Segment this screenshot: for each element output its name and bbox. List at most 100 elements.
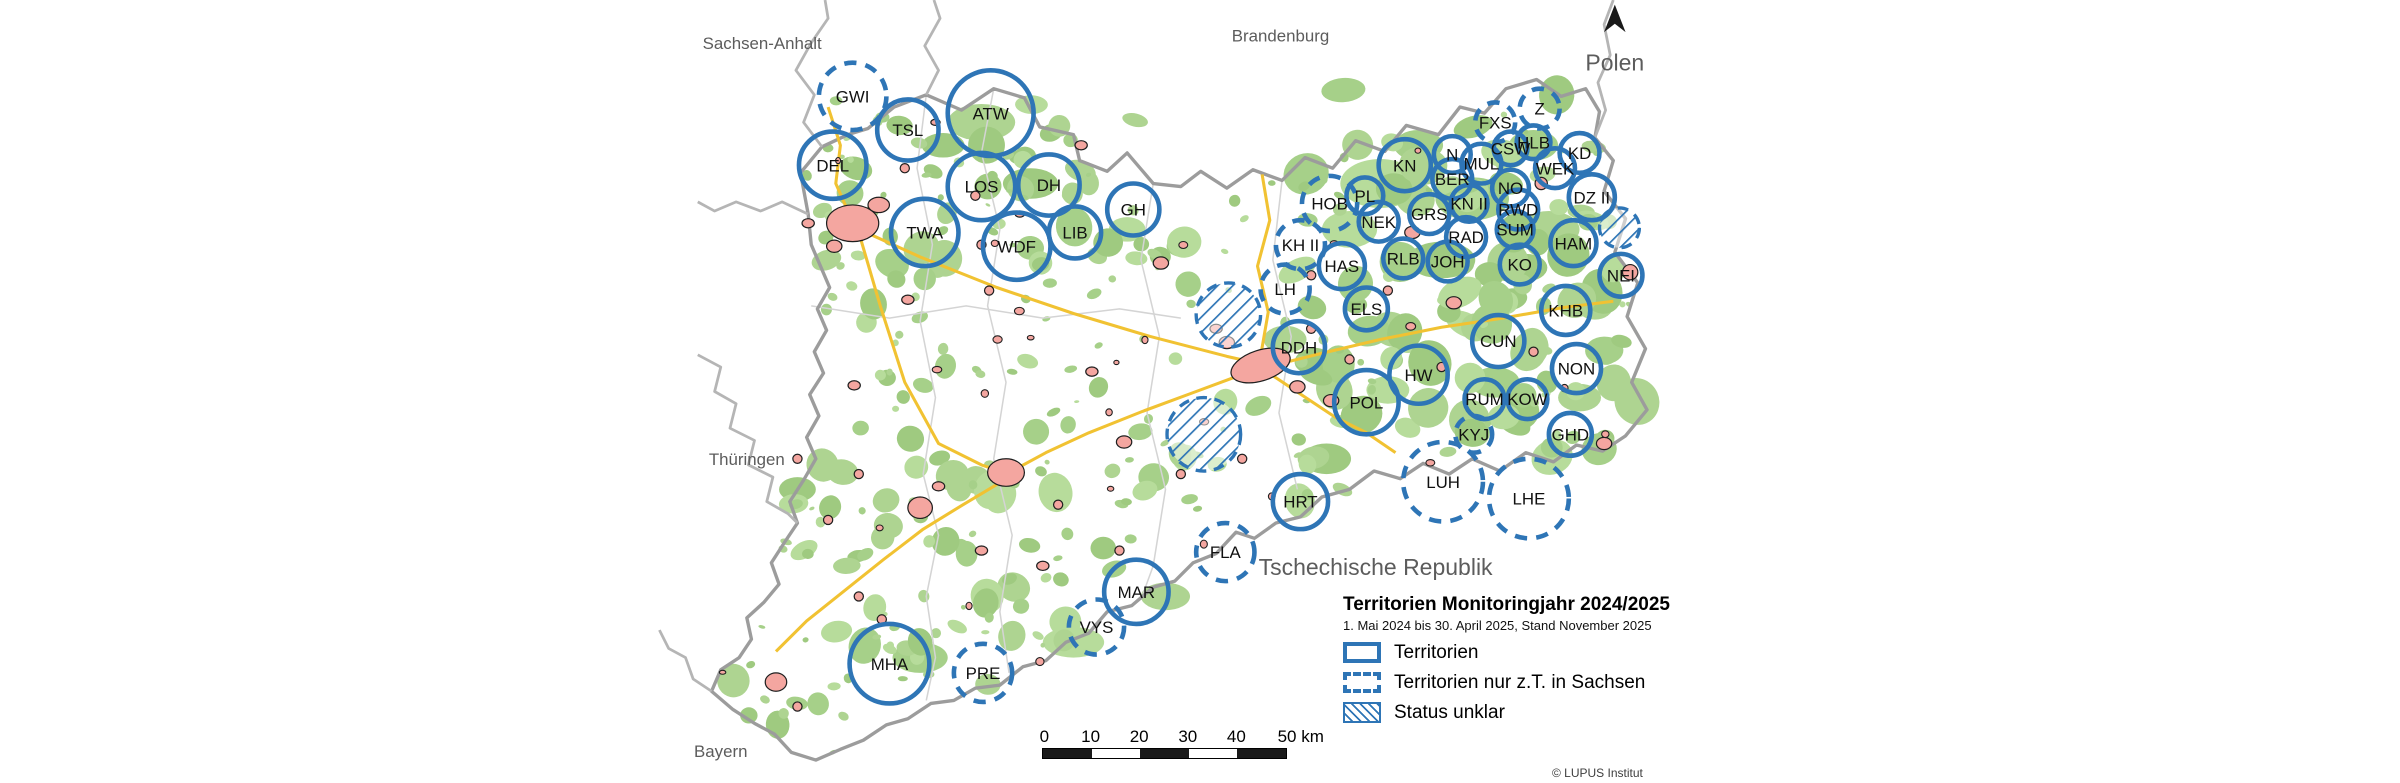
territory-label-n: N [1446,146,1458,165]
scalebar-labels: 0 10 20 30 40 50 km [1040,727,1324,748]
territory-circle-ghd [1546,410,1595,459]
status-unklar-area [1597,206,1642,250]
territory-label-ddh: DDH [1281,338,1318,357]
territory-label-joh: JOH [1431,253,1465,272]
scalebar-segment [1188,749,1238,758]
territory-dashed-swatch-icon [1343,672,1381,694]
territory-label-dz-ii: DZ II [1574,188,1611,207]
region-label-tschechische-republik: Tschechische Republik [1259,554,1493,580]
status-unklar-layer [1165,206,1642,473]
scalebar-tick-label: 20 [1129,727,1149,746]
territory-circle-lib [1046,204,1104,261]
territory-label-no: NO [1498,179,1523,198]
region-label-bayern: Bayern [694,742,747,761]
territory-label-wdf: WDF [998,237,1036,256]
territory-circle-vys [1066,597,1127,657]
territory-label-rwd: RWD [1498,201,1538,220]
territory-circle-non [1549,341,1604,396]
territory-label-grs: GRS [1411,205,1448,224]
territory-label-gh: GH [1121,201,1146,220]
territory-circle-gwi [816,60,889,133]
territory-label-twa: TWA [906,224,944,243]
territory-label-luh: LUH [1426,473,1460,492]
territory-label-tsl: TSL [892,121,923,140]
territory-circle-ko [1497,242,1542,287]
territory-circle-ddh [1270,318,1328,376]
legend-item-label: Territorien nur z.T. in Sachsen [1394,671,1646,693]
territory-circle-rwd [1495,187,1541,232]
territory-circle-pl [1344,175,1386,217]
territory-circle-dz-ii [1566,172,1618,223]
territory-label-rlb: RLB [1387,250,1420,269]
territory-label-hlb: HLB [1517,133,1550,152]
territory-circle-n [1431,133,1473,176]
territory-label-fxs: FXS [1479,113,1512,132]
territory-label-pre: PRE [966,664,1001,683]
status-unklar-area [1165,395,1243,473]
territory-label-dh: DH [1037,176,1061,195]
territory-circle-mar [1101,557,1171,627]
territory-circle-joh [1425,239,1470,284]
scalebar-tick-label: 10 [1081,727,1101,746]
territory-label-rad: RAD [1448,228,1484,247]
territory-label-kd: KD [1568,144,1591,163]
territory-label-ko: KO [1508,256,1532,275]
territory-circle-kow [1505,376,1550,422]
territory-label-fla: FLA [1210,543,1242,562]
territory-circle-pol [1331,367,1401,437]
territory-circle-cun [1469,312,1527,370]
territory-label-vys: VYS [1080,618,1114,637]
legend-item-territorien-teilweise: Territorien nur z.T. in Sachsen [1343,672,1670,694]
territory-label-cun: CUN [1480,332,1517,351]
region-label-polen: Polen [1585,49,1644,75]
territory-label-rum: RUM [1465,390,1503,409]
territory-circle-hob [1299,173,1360,234]
scalebar-bar [1042,748,1287,759]
territory-circle-kd [1557,130,1602,176]
territory-label-lhe: LHE [1513,490,1546,509]
territory-circle-hlb [1514,123,1553,162]
territory-label-lib: LIB [1062,224,1087,243]
territory-circle-els [1342,285,1391,333]
territory-solid-swatch-icon [1343,642,1381,664]
legend-title: Territorien Monitoringjahr 2024/2025 [1343,594,1670,615]
north-arrow-layer [1604,4,1626,33]
territory-layer [796,60,1645,706]
scalebar-segment [1043,749,1092,758]
region-label-sachsen-anhalt: Sachsen-Anhalt [703,34,822,53]
territory-circle-kn [1376,136,1434,194]
territory-circle-hrt [1270,471,1331,532]
territory-circle-has [1316,240,1368,292]
territory-label-kyj: KYJ [1458,425,1489,444]
state-boundary-layer [658,0,1649,762]
territory-label-atw: ATW [973,104,1009,123]
territory-circle-lh [1258,262,1312,316]
territory-label-kow: KOW [1507,390,1547,409]
territory-circle-khb [1538,283,1593,338]
territory-label-pl: PL [1355,187,1376,206]
territory-label-wek: WEK [1536,159,1575,178]
north-arrow-icon [1604,4,1626,33]
territory-label-z: Z [1535,100,1545,119]
territory-label-pol: POL [1350,393,1384,412]
territory-label-khb: KHB [1548,302,1583,321]
legend-subtitle: 1. Mai 2024 bis 30. April 2025, Stand No… [1343,617,1652,633]
territory-circle-kh-ii [1273,217,1328,272]
scalebar: 0 10 20 30 40 50 km [1040,727,1324,759]
territory-label-los: LOS [965,178,999,197]
territory-label-has: HAS [1325,257,1360,276]
legend-item-status-unklar: Status unklar [1343,702,1670,724]
scalebar-segment [1237,749,1286,758]
territory-circle-mha [847,621,932,706]
territory-label-mar: MAR [1118,583,1155,602]
territory-circle-ham [1548,217,1599,269]
status-unklar-area [1194,281,1263,349]
territory-label-els: ELS [1350,300,1382,319]
territory-label-kn-ii: KN II [1450,195,1487,214]
territory-label-del: DEL [816,156,849,175]
territory-label-ham: HAM [1555,234,1592,253]
territory-circle-gh [1104,181,1162,238]
territory-label-hrt: HRT [1283,493,1317,512]
territory-label-layer: GWI TSL ATW DEL LOS DH GH TWA WDF LIB FXS Z KN N MULCS… [816,87,1635,683]
